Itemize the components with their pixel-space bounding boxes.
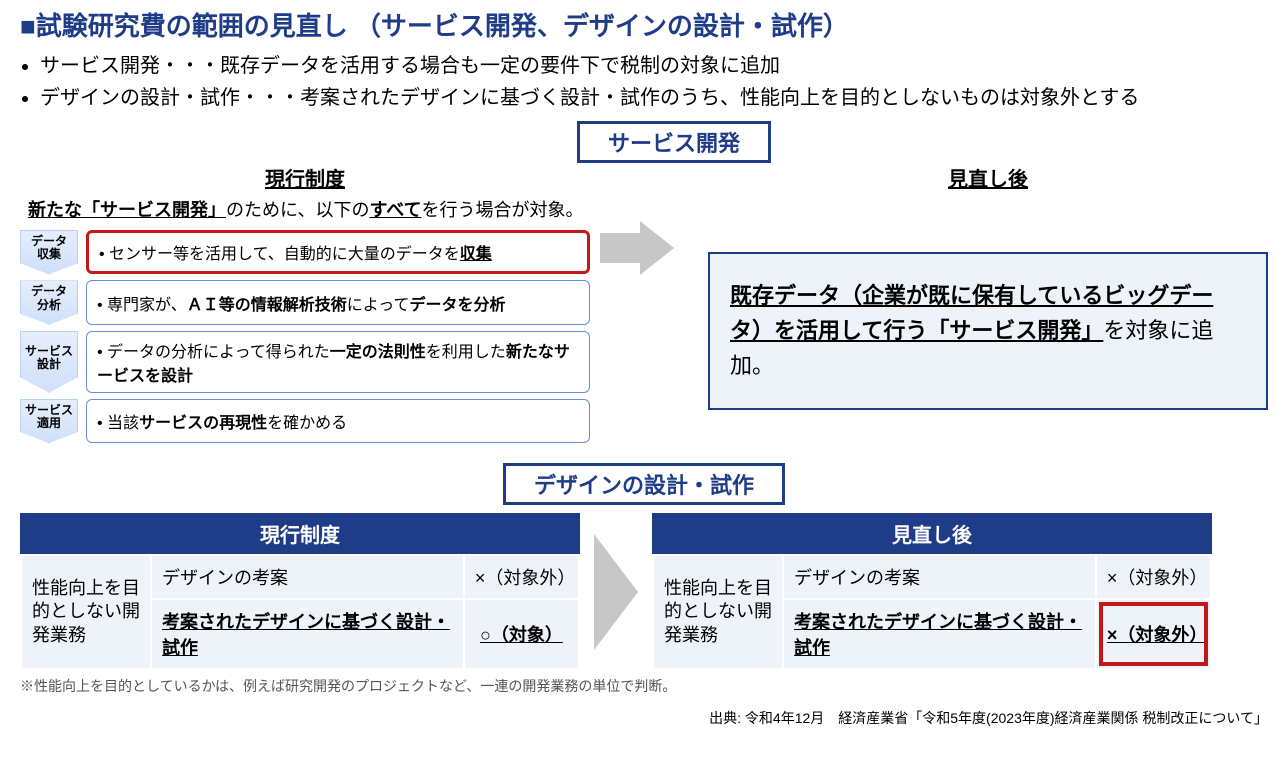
arrow-icon [600, 221, 680, 275]
source-line: 出典: 令和4年12月 経済産業省「令和5年度(2023年度)経済産業関係 税制… [20, 708, 1268, 728]
design-right-head: 見直し後 [652, 513, 1212, 554]
design-left-r2c2: ○（対象） [464, 599, 579, 669]
design-right-r1c1: デザインの考案 [783, 555, 1096, 599]
step-tag-4: サービス適用 [20, 399, 78, 443]
triangle-arrow-icon [586, 513, 646, 670]
service-left-title: 現行制度 [20, 163, 590, 192]
design-table-left: 現行制度 性能向上を目的としない開発業務 デザインの考案 ×（対象外） 考案され… [20, 513, 580, 670]
service-tag: サービス開発 [577, 121, 771, 163]
service-result-box: 既存データ（企業が既に保有しているビッグデータ）を活用して行う「サービス開発」を… [708, 252, 1268, 410]
design-left-head: 現行制度 [20, 513, 580, 554]
step-box-3: • データの分析によって得られた一定の法則性を利用した新たなサービスを設計 [86, 331, 590, 393]
design-left-r1c2: ×（対象外） [464, 555, 579, 599]
step-tag-2: データ分析 [20, 280, 78, 324]
design-note: ※性能向上を目的としているかは、例えば研究開発のプロジェクトなど、一連の開発業務… [20, 676, 1268, 696]
step-row-4: サービス適用 • 当該サービスの再現性を確かめる [20, 399, 590, 443]
design-tag: デザインの設計・試作 [503, 463, 785, 505]
design-rowlabel-left: 性能向上を目的としない開発業務 [21, 555, 151, 669]
service-intro: 新たな「サービス開発」のために、以下のすべてを行う場合が対象。 [28, 196, 590, 222]
design-left-r1c1: デザインの考案 [151, 555, 464, 599]
step-box-2: • 専門家が、ＡＩ等の情報解析技術によってデータを分析 [86, 280, 590, 324]
bullet-1: サービス開発・・・既存データを活用する場合も一定の要件下で税制の対象に追加 [40, 51, 1268, 81]
step-row-2: データ分析 • 専門家が、ＡＩ等の情報解析技術によってデータを分析 [20, 280, 590, 324]
bullet-2: デザインの設計・試作・・・考案されたデザインに基づく設計・試作のうち、性能向上を… [40, 83, 1268, 113]
design-left-r2c1: 考案されたデザインに基づく設計・試作 [151, 599, 464, 669]
design-right-r1c2: ×（対象外） [1096, 555, 1211, 599]
design-right-r2c1: 考案されたデザインに基づく設計・試作 [783, 599, 1096, 669]
page-title: ■試験研究費の範囲の見直し （サービス開発、デザインの設計・試作） [20, 6, 1268, 43]
step-box-4: • 当該サービスの再現性を確かめる [86, 399, 590, 443]
step-tag-1: データ収集 [20, 230, 78, 274]
step-tag-3: サービス設計 [20, 331, 78, 393]
design-rowlabel-right: 性能向上を目的としない開発業務 [653, 555, 783, 669]
service-right-title: 見直し後 [708, 163, 1268, 192]
step-row-3: サービス設計 • データの分析によって得られた一定の法則性を利用した新たなサービ… [20, 331, 590, 393]
design-table-right: 見直し後 性能向上を目的としない開発業務 デザインの考案 ×（対象外） 考案され… [652, 513, 1212, 670]
design-right-r2c2: ×（対象外） [1096, 599, 1211, 669]
summary-bullets: サービス開発・・・既存データを活用する場合も一定の要件下で税制の対象に追加 デザ… [40, 51, 1268, 113]
step-row-1: データ収集 • センサー等を活用して、自動的に大量のデータを収集 [20, 230, 590, 274]
step-box-1: • センサー等を活用して、自動的に大量のデータを収集 [86, 230, 590, 274]
